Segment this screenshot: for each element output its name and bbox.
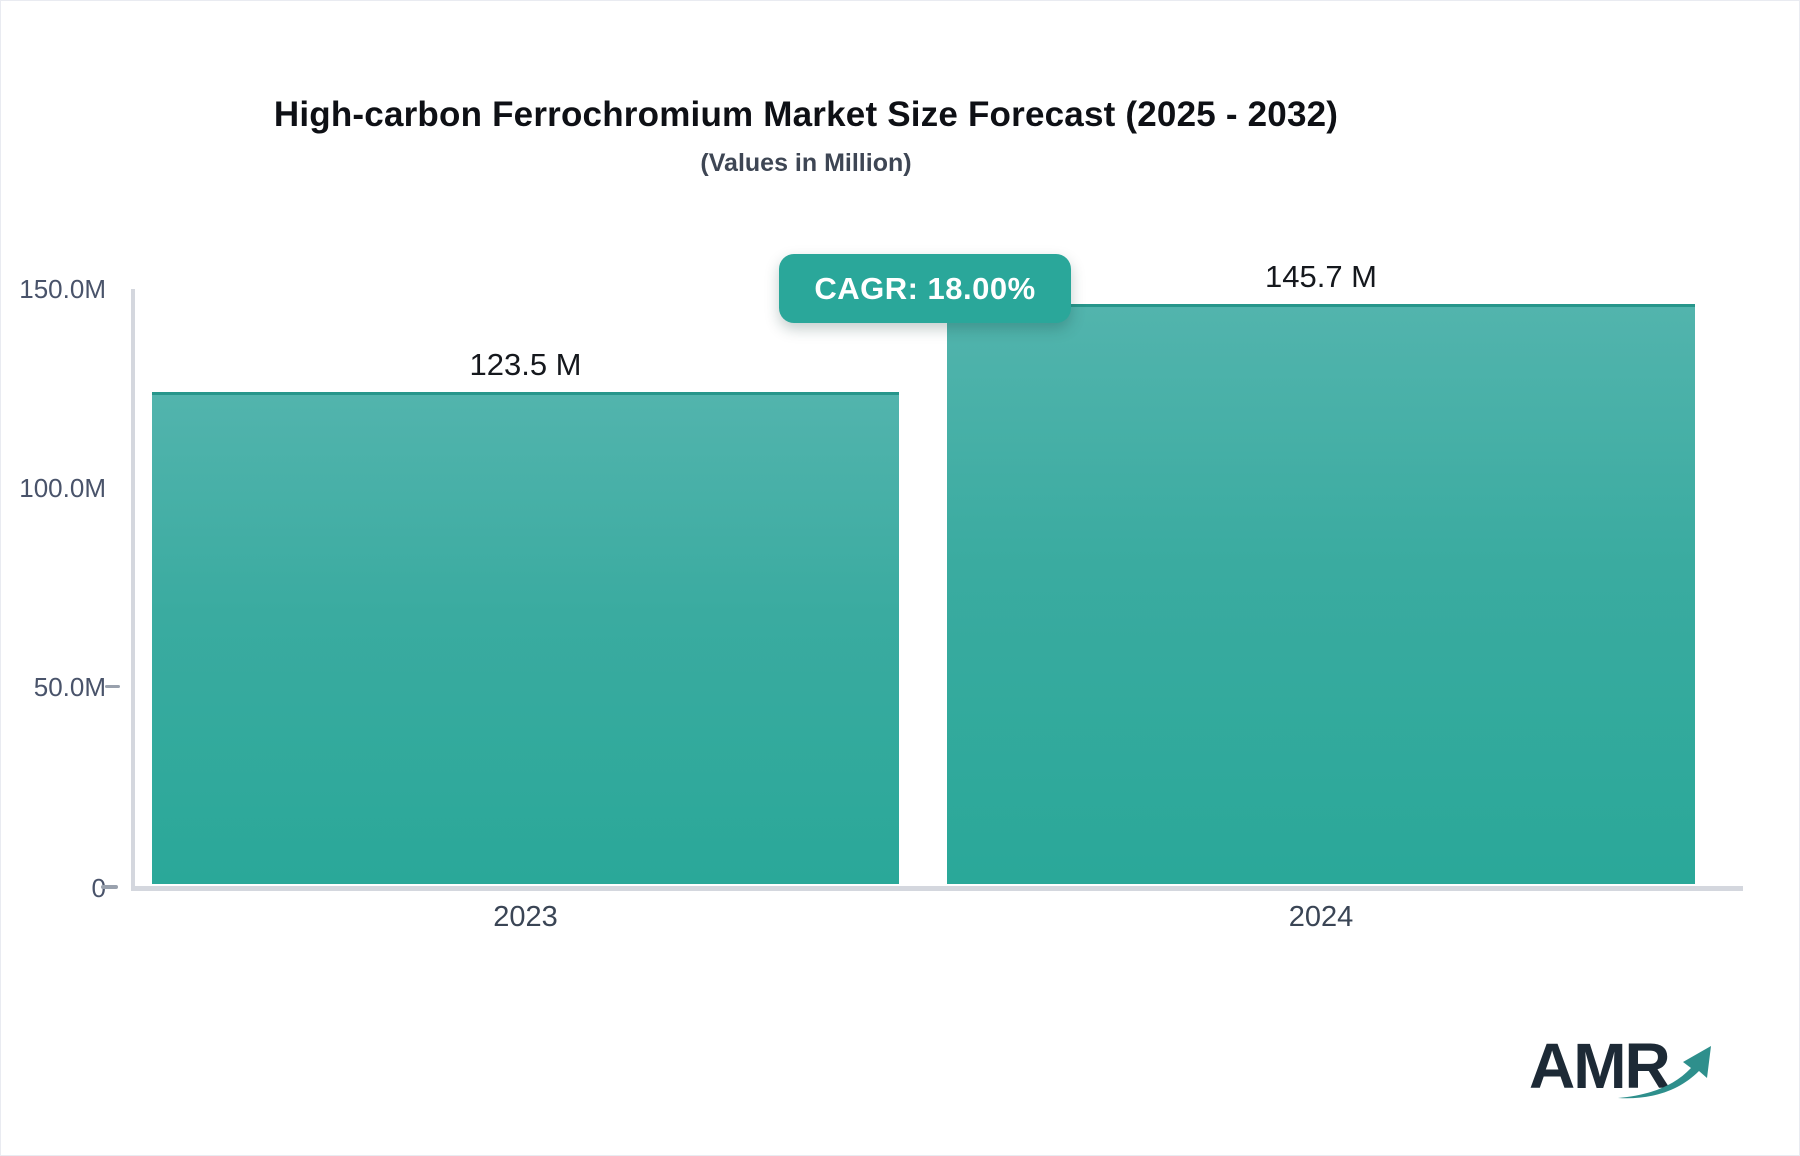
bar-value-label-2024: 145.7 M — [1264, 259, 1377, 294]
y-tick-label-150m: 150.0M — [19, 274, 106, 304]
bar-2024 — [947, 304, 1695, 884]
y-tick-label-100m: 100.0M — [19, 473, 106, 503]
bar-2023 — [152, 392, 899, 884]
cagr-badge-label: CAGR: 18.00% — [814, 270, 1036, 306]
x-category-label-2024: 2024 — [1288, 901, 1354, 933]
chart-title: High-carbon Ferrochromium Market Size Fo… — [273, 95, 1339, 134]
cagr-badge: CAGR: 18.00% — [779, 254, 1071, 323]
chart-subtitle: (Values in Million) — [700, 149, 912, 177]
y-tick-mark-50m — [105, 685, 120, 688]
growth-arrow-icon — [1618, 1046, 1711, 1099]
amr-logo-text: AMR — [1529, 1030, 1671, 1102]
y-tick-label-0: 0 — [91, 873, 106, 903]
y-axis-line — [131, 289, 135, 886]
y-tick-label-50m: 50.0M — [33, 672, 106, 702]
x-axis-line — [131, 886, 1743, 891]
amr-logo: AMR — [1529, 1029, 1739, 1119]
bar-group-2024: 145.7 M — [947, 259, 1695, 884]
x-category-label-2023: 2023 — [493, 901, 558, 933]
y-tick-mark-0 — [101, 885, 118, 889]
bar-group-2023: 123.5 M — [152, 347, 899, 884]
bar-value-label-2023: 123.5 M — [469, 347, 582, 382]
